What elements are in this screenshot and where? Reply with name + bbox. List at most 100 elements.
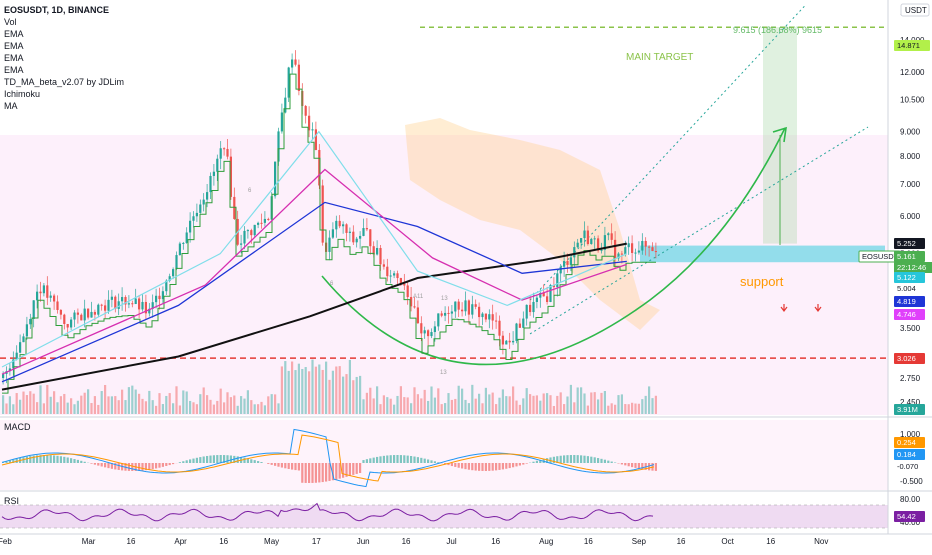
macd-histogram-bar	[570, 455, 572, 463]
volume-bar	[515, 401, 517, 414]
macd-histogram-bar	[257, 461, 259, 463]
volume-bar	[413, 387, 415, 414]
candle-body	[356, 239, 358, 243]
macd-histogram-bar	[621, 463, 623, 464]
candle-body	[274, 162, 276, 197]
indicator-ema-1[interactable]: EMA	[4, 28, 124, 40]
x-tick-label: Mar	[82, 537, 96, 546]
macd-histogram-bar	[614, 462, 616, 463]
price-tag-label: EOSUSDT	[862, 252, 899, 261]
indicator-ichimoku[interactable]: Ichimoku	[4, 88, 124, 100]
volume-bar	[90, 403, 92, 414]
macd-histogram-bar	[352, 463, 354, 475]
volume-bar	[617, 395, 619, 414]
indicator-ema-2[interactable]: EMA	[4, 40, 124, 52]
bar-count-label: 13	[440, 370, 447, 376]
volume-bar	[250, 400, 252, 414]
candle-body	[206, 192, 208, 200]
volume-bar	[36, 402, 38, 414]
volume-bar	[162, 404, 164, 414]
volume-bar	[56, 402, 58, 414]
macd-histogram-bar	[277, 463, 279, 467]
candle-body	[379, 248, 381, 264]
macd-histogram-bar	[315, 463, 317, 483]
volume-bar	[43, 403, 45, 414]
volume-bar	[420, 398, 422, 414]
macd-histogram-bar	[481, 463, 483, 471]
volume-bar	[458, 386, 460, 414]
indicator-vol[interactable]: Vol	[4, 16, 124, 28]
volume-bar	[50, 397, 52, 414]
candle-body	[359, 236, 361, 239]
candle-body	[461, 310, 463, 312]
indicator-ema-4[interactable]: EMA	[4, 64, 124, 76]
macd-histogram-bar	[478, 463, 480, 471]
candle-body	[77, 313, 79, 315]
candle-body	[451, 311, 453, 313]
macd-histogram-bar	[148, 463, 150, 470]
volume-bar	[315, 367, 317, 414]
volume-bar	[124, 400, 126, 414]
candle-body	[600, 250, 602, 251]
candle-body	[107, 300, 109, 311]
symbol-title[interactable]: EOSUSDT, 1D, BINANCE	[4, 4, 124, 16]
volume-bar	[522, 398, 524, 414]
volume-bar	[84, 393, 86, 414]
macd-histogram-bar	[305, 463, 307, 483]
volume-bar	[546, 393, 548, 414]
candle-body	[502, 336, 504, 345]
candle-body	[53, 296, 55, 302]
volume-bar	[390, 399, 392, 414]
macd-histogram-bar	[492, 463, 494, 471]
candle-body	[175, 255, 177, 269]
volume-bar	[87, 389, 89, 414]
volume-bar	[383, 395, 385, 414]
macd-histogram-bar	[199, 457, 201, 463]
volume-bar	[294, 370, 296, 414]
candle-body	[526, 305, 528, 319]
macd-histogram-bar	[611, 462, 613, 463]
macd-histogram-bar	[526, 463, 528, 464]
volume-bar	[179, 405, 181, 414]
candle-body	[298, 65, 300, 91]
volume-bar	[396, 396, 398, 414]
macd-histogram-bar	[577, 455, 579, 463]
indicator-ma[interactable]: MA	[4, 100, 124, 112]
indicator-legend: EOSUSDT, 1D, BINANCE Vol EMA EMA EMA EMA…	[4, 4, 124, 112]
macd-histogram-bar	[158, 463, 160, 468]
candle-body	[70, 320, 72, 328]
candle-body	[46, 285, 48, 297]
rsi-band	[0, 505, 888, 528]
macd-histogram-bar	[267, 463, 269, 464]
x-tick-label: Sep	[632, 537, 647, 546]
volume-bar	[111, 396, 113, 414]
candle-body	[376, 248, 378, 254]
indicator-td-ma[interactable]: TD_MA_beta_v2.07 by JDLim	[4, 76, 124, 88]
volume-bar	[196, 404, 198, 414]
macd-histogram-bar	[186, 460, 188, 463]
candle-body	[192, 216, 194, 221]
volume-bar	[614, 405, 616, 414]
macd-histogram-bar	[454, 463, 456, 467]
candle-body	[505, 341, 507, 345]
macd-histogram-bar	[417, 457, 419, 463]
macd-histogram-bar	[274, 463, 276, 466]
candle-body	[36, 292, 38, 301]
volume-bar	[529, 394, 531, 414]
support-zone	[640, 246, 885, 263]
macd-histogram-bar	[203, 456, 205, 463]
macd-histogram-bar	[536, 461, 538, 463]
volume-bar	[308, 371, 310, 414]
indicator-ema-3[interactable]: EMA	[4, 52, 124, 64]
macd-histogram-bar	[288, 463, 290, 469]
macd-histogram-bar	[77, 460, 79, 463]
volume-bar	[226, 392, 228, 414]
y-tick-label: 8.000	[900, 152, 921, 161]
volume-bar	[536, 395, 538, 414]
candle-body	[288, 68, 290, 98]
volume-bar	[328, 380, 330, 414]
support-label: support	[740, 274, 784, 289]
macd-histogram-bar	[400, 455, 402, 463]
